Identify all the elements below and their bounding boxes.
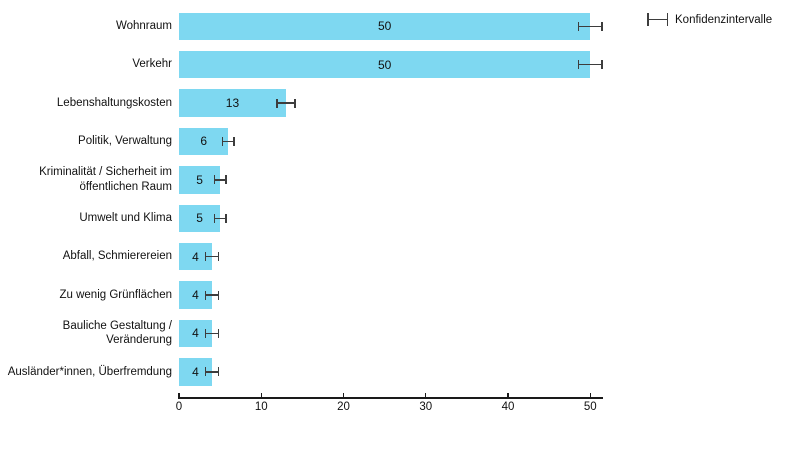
confidence-interval-cap-left (213, 175, 216, 185)
confidence-interval-line (577, 25, 603, 27)
confidence-interval-cap-left (221, 136, 224, 146)
confidence-interval-cap-right (217, 290, 220, 300)
bar-value-label: 5 (196, 172, 203, 187)
confidence-interval-cap-left (276, 98, 278, 108)
bar: 50 (179, 12, 591, 40)
category-label-text: Umwelt und Klima (79, 212, 172, 225)
confidence-interval-line (204, 332, 220, 335)
confidence-interval-cap-left (213, 213, 216, 223)
confidence-interval-cap-right (217, 252, 220, 262)
category-label: Verkehr (132, 51, 172, 79)
x-axis-tick (260, 393, 262, 398)
bar: 6 (179, 127, 229, 156)
bar-value-label: 4 (192, 364, 199, 379)
category-label-text: Wohnraum (115, 20, 172, 33)
category-label-text: Kriminalität / Sicherheit im öffentliche… (39, 166, 172, 193)
confidence-interval-cap-right (225, 175, 227, 185)
category-label-text: Ausländer*innen, Überfremdung (7, 365, 172, 378)
confidence-interval-cap-left (204, 367, 206, 377)
confidence-interval-line (276, 102, 296, 104)
confidence-interval-cap-right (225, 213, 227, 223)
category-label-text: Zu wenig Grünflächen (59, 288, 172, 301)
x-axis-tick (178, 393, 180, 398)
confidence-interval-line (204, 294, 220, 296)
bar-value-label: 6 (200, 134, 208, 149)
x-axis-tick-label: 50 (583, 401, 597, 413)
category-label-text: Bauliche Gestaltung / Veränderung (62, 320, 172, 347)
confidence-interval-cap-left (204, 328, 206, 338)
x-axis-tick-label: 10 (254, 401, 268, 413)
category-label: Ausländer*innen, Überfremdung (8, 358, 172, 386)
confidence-interval-line (577, 63, 603, 66)
category-label: Zu wenig Grünflächen (59, 281, 172, 309)
bar-value-label: 4 (192, 249, 199, 264)
bar: 50 (179, 50, 591, 79)
category-label: Politik, Verwaltung (78, 128, 172, 156)
category-label: Kriminalität / Sicherheit im öffentliche… (0, 166, 172, 194)
confidence-interval-line (204, 255, 220, 258)
x-axis-tick (507, 393, 509, 398)
bar-value-label: 4 (192, 326, 199, 341)
category-label: Lebenshaltungskosten (57, 89, 172, 117)
category-label: Abfall, Schmierereien (63, 243, 172, 271)
category-label-text: Verkehr (132, 58, 172, 71)
confidence-interval-cap-right (601, 21, 603, 31)
category-label-text: Abfall, Schmierereien (62, 250, 172, 263)
errorbar-right-cap (666, 13, 668, 26)
category-label: Wohnraum (116, 13, 172, 41)
x-axis-tick (589, 393, 591, 398)
bar: 13 (179, 89, 286, 117)
confidence-interval-cap-left (204, 252, 206, 262)
x-axis-tick-label: 0 (175, 401, 183, 413)
x-axis-tick-label: 40 (501, 401, 515, 413)
confidence-interval-cap-right (217, 328, 220, 338)
category-label-text: Politik, Verwaltung (78, 135, 172, 148)
confidence-interval-cap-right (233, 136, 235, 146)
category-label-text: Lebenshaltungskosten (56, 96, 172, 109)
x-axis-tick (425, 393, 427, 398)
x-axis-tick-label: 20 (337, 401, 350, 413)
confidence-interval-cap-right (601, 60, 603, 70)
confidence-interval-line (213, 179, 227, 181)
confidence-interval-cap-right (294, 98, 296, 108)
confidence-interval-line (204, 371, 220, 373)
bar-value-label: 13 (225, 96, 240, 111)
confidence-interval-cap-left (577, 60, 580, 70)
confidence-interval-cap-left (204, 290, 206, 300)
bar-value-label: 5 (196, 211, 203, 226)
bar-value-label: 4 (192, 288, 199, 303)
bar: 5 (179, 204, 221, 232)
confidence-interval-line (213, 217, 227, 219)
category-label: Bauliche Gestaltung / Veränderung (0, 320, 172, 348)
category-label: Umwelt und Klima (79, 205, 172, 233)
legend: Konfidenzintervalle (647, 13, 772, 26)
confidence-interval-cap-right (217, 367, 220, 377)
x-axis-line (178, 397, 603, 399)
x-axis-tick-label: 30 (419, 401, 433, 413)
errorbar-line (647, 18, 668, 21)
confidence-interval-line (221, 140, 235, 143)
errorbar-legend-icon (647, 13, 668, 26)
bar: 5 (179, 166, 221, 194)
bar-value-label: 50 (377, 57, 392, 72)
bar-value-label: 50 (377, 19, 392, 34)
x-axis-tick (342, 393, 345, 398)
legend-label: Konfidenzintervalle (675, 13, 773, 26)
confidence-interval-cap-left (577, 21, 580, 31)
